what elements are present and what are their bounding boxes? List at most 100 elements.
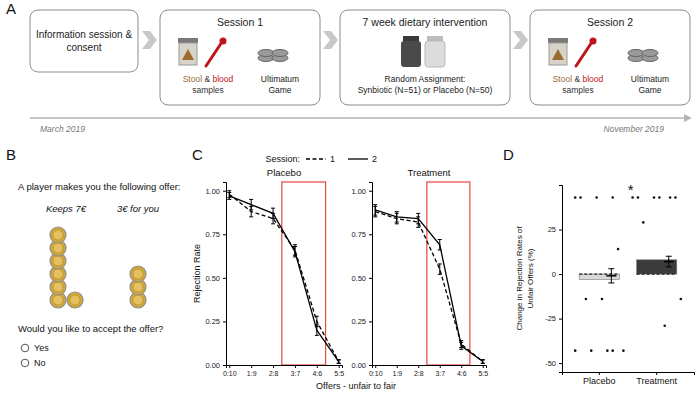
samples-word: &	[572, 74, 582, 84]
tick: 0.25	[205, 317, 226, 326]
data-point	[579, 196, 582, 199]
text-line: Session 1	[217, 16, 263, 28]
tick-mark	[369, 278, 372, 279]
text-line: Ultimatum	[261, 74, 299, 84]
y-axis-title: Rejection Rate	[192, 244, 202, 303]
radio-button[interactable]	[21, 344, 29, 352]
tick-label: 0.50	[351, 274, 366, 283]
step-box	[530, 10, 690, 105]
error-bar-cap	[271, 218, 275, 219]
question: Would you like to accept the offer?	[18, 323, 163, 334]
error-bar	[438, 264, 442, 274]
error-bar-line	[396, 212, 397, 222]
tick: 0:10	[369, 365, 383, 377]
tick-label: 2:8	[269, 370, 279, 377]
flow-arrow	[323, 31, 338, 49]
flow-arrow	[513, 31, 528, 49]
tick: 4:6	[312, 365, 322, 377]
error-bar-cap	[337, 359, 341, 360]
error-bar-cap	[481, 359, 485, 360]
tick-mark	[397, 365, 398, 368]
error-bar-cap	[416, 227, 420, 228]
data-point	[622, 349, 625, 352]
samples-word: blood	[582, 74, 603, 84]
mean-mark	[606, 275, 616, 277]
data-point	[680, 298, 683, 301]
data-point	[653, 196, 656, 199]
error-bar-cap	[315, 324, 319, 325]
coin-icon	[272, 50, 288, 57]
data-point	[601, 298, 604, 301]
x-axis: 0:101:92:83:74:65:5	[369, 365, 488, 377]
tick: 0.00	[351, 361, 372, 370]
step-title: Session 1	[217, 16, 263, 28]
tick-mark	[317, 365, 318, 368]
figure: ABCDInformation session &consentSession …	[0, 0, 700, 394]
tick: 0:10	[223, 365, 237, 377]
radio-button[interactable]	[21, 359, 29, 367]
coin-inner	[53, 269, 63, 279]
tick-label: 0:10	[223, 370, 237, 377]
tick-mark	[229, 365, 230, 368]
axis-line	[227, 366, 343, 369]
y-axis: -50-25025	[545, 186, 562, 373]
data-point	[674, 196, 677, 199]
error-bar	[395, 212, 399, 222]
step-text: Synbiotic (N=51) or Placebo (N=50)	[358, 85, 493, 95]
tick: 2:8	[269, 365, 279, 377]
tick-label: 4:6	[312, 370, 322, 377]
error-bar-line	[461, 342, 462, 349]
dropper	[206, 42, 222, 66]
series-line	[375, 210, 483, 362]
tick-label: 1:9	[247, 370, 257, 377]
coin-outer	[130, 266, 146, 282]
coin-inner	[70, 295, 80, 305]
game-text: UltimatumGame	[631, 74, 669, 95]
tick: -25	[545, 314, 562, 323]
samples-word: samples	[562, 85, 594, 95]
radio-label: No	[34, 358, 46, 368]
subplot-title: Placebo	[267, 167, 301, 178]
tick-label: 0.75	[351, 230, 366, 239]
y-axis: 0.000.250.500.751.00	[205, 183, 226, 370]
tick-label: 4:6	[457, 370, 467, 377]
error-bar-cap	[416, 213, 420, 214]
tick: 0.50	[351, 274, 372, 283]
timeline-label: November 2019	[604, 124, 665, 134]
stool-jar	[179, 43, 197, 65]
dropper-bulb	[590, 38, 597, 45]
tick-mark	[418, 365, 419, 368]
data-point	[611, 196, 614, 199]
plot-area	[227, 191, 340, 364]
series-line	[229, 196, 338, 362]
tick-label: 0.75	[205, 230, 220, 239]
error-bar	[249, 199, 253, 209]
error-bar-cap	[315, 335, 319, 336]
text-line: Ultimatum	[631, 74, 669, 84]
y-axis-title: Change in Rejection Rates ofUnfair Offer…	[515, 226, 535, 331]
error-bar-cap	[666, 266, 672, 267]
error-bar-cap	[608, 282, 614, 283]
samples-text: Stool & bloodsamples	[553, 74, 604, 95]
stool-icon	[182, 49, 194, 60]
stool-jar-lid	[548, 38, 568, 43]
tick-label: 0.25	[205, 317, 220, 326]
dropper-bulb	[220, 38, 227, 45]
step-box	[340, 10, 510, 105]
tick: Treatment	[636, 372, 677, 386]
error-bar-cap	[438, 274, 442, 275]
error-bar	[271, 208, 275, 218]
tick: 25	[548, 225, 562, 234]
tick-label: -25	[545, 314, 556, 323]
error-bar	[293, 246, 297, 256]
tick-mark	[223, 321, 226, 322]
error-bar-line	[229, 192, 230, 199]
tick: Placebo	[583, 372, 616, 386]
step-box	[30, 10, 138, 72]
tick-mark	[375, 365, 376, 368]
tick-label: 0.50	[205, 274, 220, 283]
data-point	[642, 221, 645, 224]
plot-area	[574, 196, 682, 352]
pill-bottle-light	[425, 41, 445, 67]
error-bar-cap	[395, 223, 399, 224]
